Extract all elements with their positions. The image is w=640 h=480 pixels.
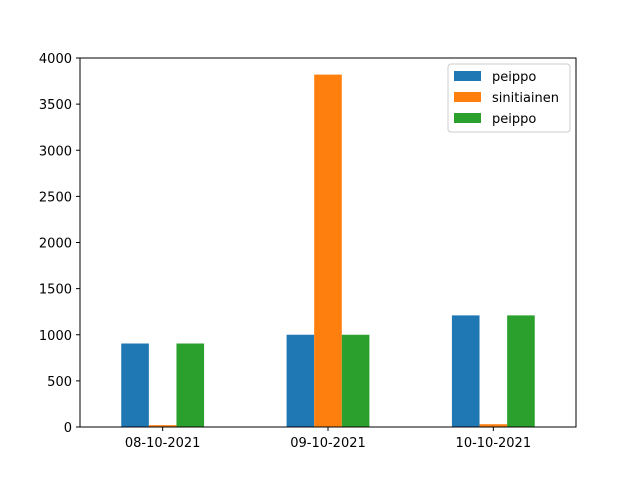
bar-2-10-10-2021	[479, 424, 508, 427]
bar-3-08-10-2021	[176, 343, 205, 427]
y-tick-label: 500	[47, 375, 72, 390]
legend-label-2: sinitiainen	[492, 91, 559, 106]
legend: peippo sinitiainen peippo	[447, 63, 571, 133]
legend-label-3: peippo	[492, 112, 536, 127]
bars-group	[121, 74, 535, 428]
legend-swatch-3	[454, 113, 481, 123]
plot-frame	[79, 57, 577, 428]
y-tick-label: 2000	[39, 237, 72, 252]
legend-label-1: peippo	[492, 70, 536, 85]
y-tick-label: 1500	[39, 283, 72, 298]
bar-1-09-10-2021	[286, 334, 315, 427]
bar-2-08-10-2021	[148, 425, 177, 427]
legend-swatch-2	[454, 92, 481, 102]
bar-1-10-10-2021	[451, 315, 480, 427]
x-axis: 08-10-2021 09-10-2021 10-10-2021	[125, 427, 531, 451]
y-tick-label: 3000	[39, 144, 72, 159]
bar-3-09-10-2021	[341, 334, 370, 427]
x-tick-label: 09-10-2021	[290, 436, 366, 451]
bar-3-10-10-2021	[507, 315, 535, 427]
y-tick-label: 3500	[39, 98, 72, 113]
y-tick-label: 1000	[39, 329, 72, 344]
y-tick-label: 0	[64, 421, 72, 436]
x-tick-label: 08-10-2021	[125, 436, 201, 451]
y-tick-label: 4000	[39, 52, 72, 67]
bar-2-09-10-2021	[314, 74, 342, 428]
bar-1-08-10-2021	[121, 343, 149, 427]
y-tick-label: 2500	[39, 190, 72, 205]
y-axis: 0 500 1000 1500 2000 2500 3000 3500 4000	[39, 52, 80, 436]
x-tick-label: 10-10-2021	[456, 436, 532, 451]
legend-swatch-1	[454, 71, 481, 81]
